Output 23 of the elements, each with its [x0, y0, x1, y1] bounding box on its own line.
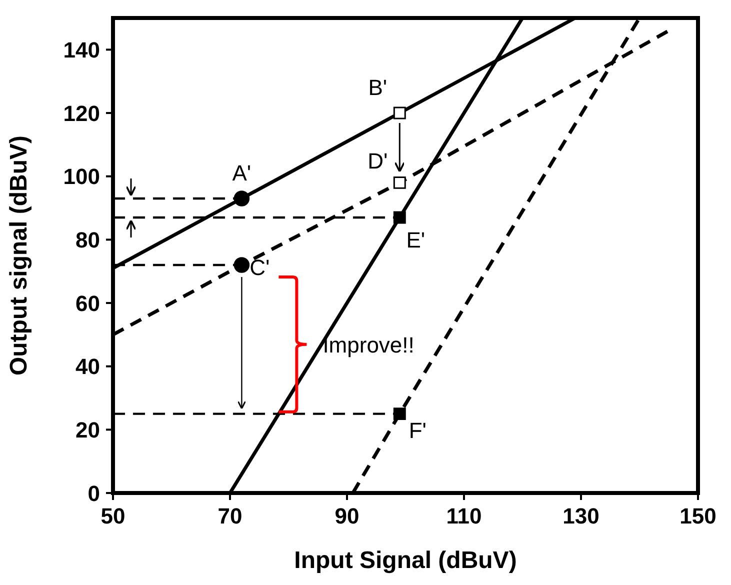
y-tick-label: 40	[76, 354, 100, 380]
x-tick-label: 130	[562, 504, 600, 529]
y-tick-label: 140	[63, 37, 100, 62]
annotation: F'	[408, 418, 426, 443]
y-tick-label: 60	[76, 290, 100, 316]
y-tick-label: 0	[88, 480, 100, 506]
annotation: B'	[368, 75, 388, 100]
annotation: A'	[232, 160, 252, 186]
annotation: E'	[406, 228, 426, 252]
x-tick-label: 150	[680, 504, 716, 529]
y-tick-label: 20	[76, 417, 100, 442]
x-tick-label: 110	[446, 504, 482, 529]
x-axis-title: Input Signal (dBuV)	[294, 547, 517, 574]
y-tick-label: 100	[63, 164, 100, 190]
y-tick-label: 120	[63, 100, 100, 126]
y-tick-label: 80	[76, 227, 100, 252]
annotation: D'	[368, 148, 388, 174]
x-tick-label: 70	[218, 504, 242, 529]
x-tick-label: 50	[100, 504, 126, 529]
annotation: C'	[250, 255, 270, 280]
y-axis-title: Output signal (dBuV)	[6, 136, 33, 376]
annotation: Improve!!	[322, 332, 414, 358]
x-tick-label: 90	[334, 504, 360, 529]
